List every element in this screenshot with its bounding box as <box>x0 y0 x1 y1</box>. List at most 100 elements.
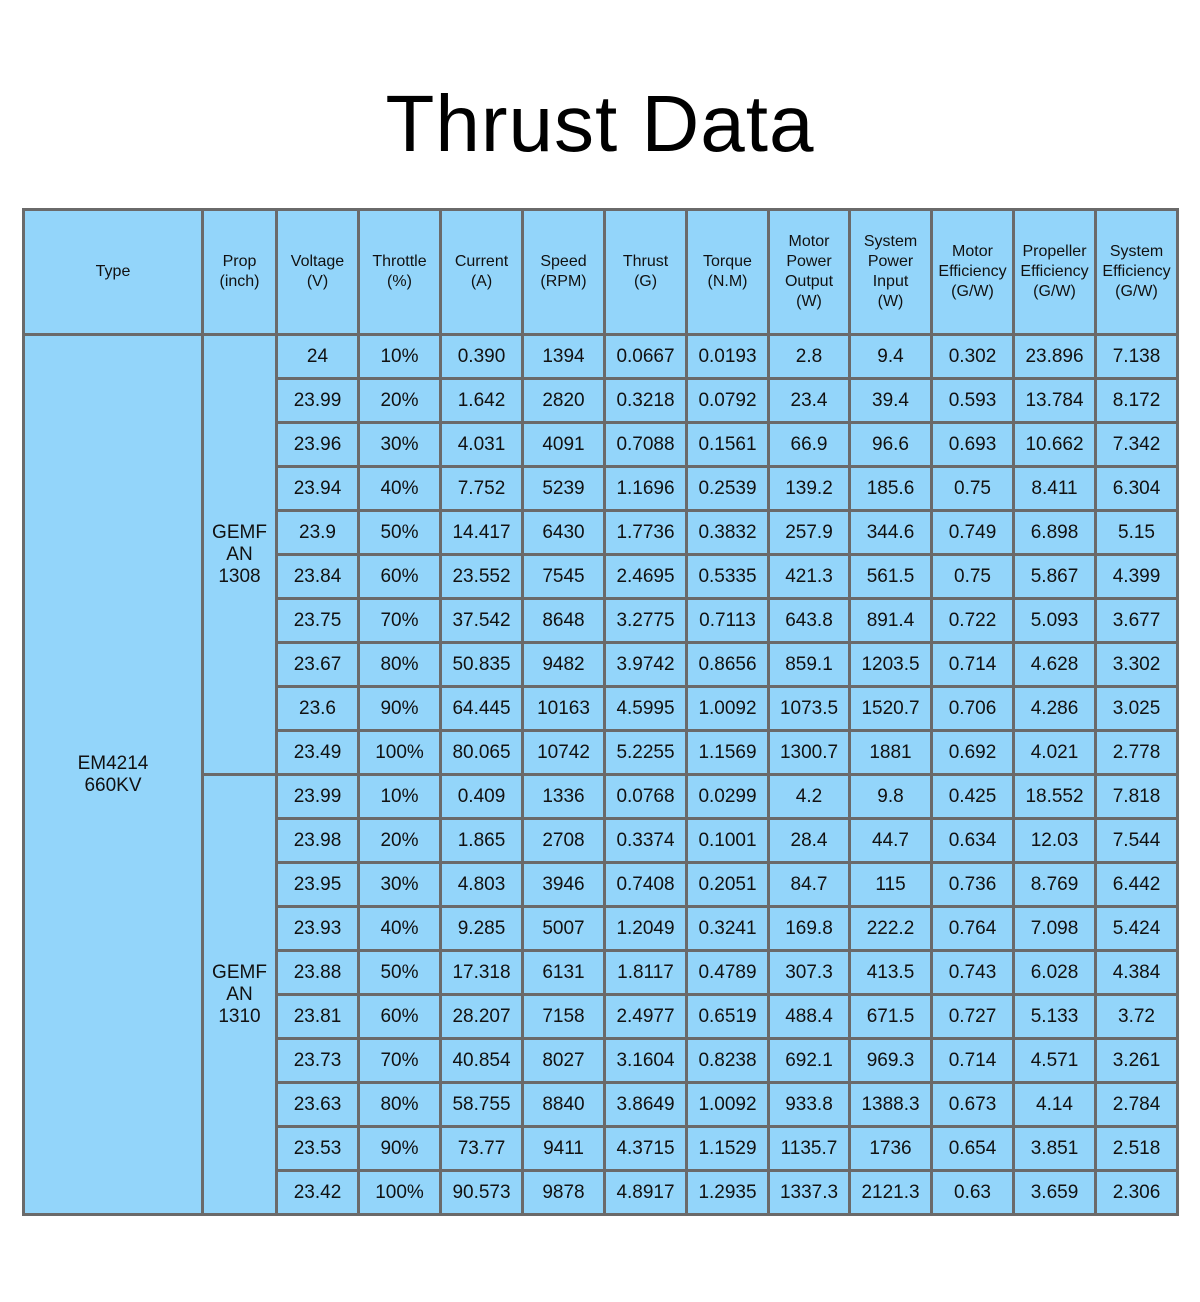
data-cell: 2121.3 <box>848 1169 933 1216</box>
data-cell: 0.634 <box>930 817 1015 864</box>
data-cell: 96.6 <box>848 421 933 468</box>
data-cell: 6.898 <box>1012 509 1097 556</box>
data-cell: 0.75 <box>930 553 1015 600</box>
data-cell: 12.03 <box>1012 817 1097 864</box>
data-cell: 1.0092 <box>685 1081 770 1128</box>
text-line: Output <box>784 273 834 290</box>
column-header: System Efficiency (G/W) <box>1094 208 1179 336</box>
data-cell: 2.518 <box>1094 1125 1179 1172</box>
data-cell: 40% <box>357 465 442 512</box>
data-cell: 23.99 <box>275 773 360 820</box>
prop-cell: GEMF AN 1308 <box>201 333 278 776</box>
data-cell: 10742 <box>521 729 606 776</box>
data-cell: 23.99 <box>275 377 360 424</box>
data-cell: 30% <box>357 861 442 908</box>
data-cell: 6.442 <box>1094 861 1179 908</box>
data-cell: 4091 <box>521 421 606 468</box>
data-cell: 7.098 <box>1012 905 1097 952</box>
data-cell: 0.693 <box>930 421 1015 468</box>
data-cell: 70% <box>357 597 442 644</box>
data-cell: 488.4 <box>767 993 851 1040</box>
text-line: System <box>863 233 918 250</box>
data-cell: 1.7736 <box>603 509 688 556</box>
data-cell: 23.73 <box>275 1037 360 1084</box>
text-line: (G) <box>633 273 658 290</box>
text-line: Motor <box>952 243 993 260</box>
data-cell: 0.7408 <box>603 861 688 908</box>
data-cell: 5239 <box>521 465 606 512</box>
data-cell: 23.84 <box>275 553 360 600</box>
data-cell: 7.752 <box>439 465 524 512</box>
text-line: Efficiency <box>1020 263 1089 280</box>
column-header: Torque (N.M) <box>685 208 770 336</box>
table-row: 23.63 80% 58.755 8840 3.8649 1.0092 933.8 1388.… <box>24 1081 1179 1128</box>
data-cell: 7.818 <box>1094 773 1179 820</box>
table-row: 23.67 80% 50.835 9482 3.9742 0.8656 859.1 1203.… <box>24 641 1179 688</box>
data-cell: 23.63 <box>275 1081 360 1128</box>
text-line: Voltage <box>290 253 345 270</box>
data-cell: 7.342 <box>1094 421 1179 468</box>
data-cell: 1.8117 <box>603 949 688 996</box>
data-cell: 0.3374 <box>603 817 688 864</box>
data-cell: 0.3832 <box>685 509 770 556</box>
data-cell: 8027 <box>521 1037 606 1084</box>
data-cell: 0.0792 <box>685 377 770 424</box>
data-cell: 0.743 <box>930 949 1015 996</box>
text-line: (W) <box>877 293 904 310</box>
data-cell: 4.031 <box>439 421 524 468</box>
data-cell: 6430 <box>521 509 606 556</box>
data-cell: 4.2 <box>767 773 851 820</box>
column-header: Motor Power Output (W) <box>767 208 851 336</box>
data-cell: 139.2 <box>767 465 851 512</box>
data-cell: 10% <box>357 333 442 380</box>
text-line: (G/W) <box>1115 283 1158 300</box>
data-cell: 0.673 <box>930 1081 1015 1128</box>
data-cell: 10163 <box>521 685 606 732</box>
data-cell: 7.138 <box>1094 333 1179 380</box>
table-row: 23.94 40% 7.752 5239 1.1696 0.2539 139.2 185.6 0… <box>24 465 1179 512</box>
data-cell: 3.1604 <box>603 1037 688 1084</box>
data-cell: 5.133 <box>1012 993 1097 1040</box>
data-cell: 1.1569 <box>685 729 770 776</box>
data-cell: 1388.3 <box>848 1081 933 1128</box>
data-cell: 64.445 <box>439 685 524 732</box>
data-cell: 100% <box>357 1169 442 1216</box>
data-cell: 2.4695 <box>603 553 688 600</box>
thrust-data-table: Type Prop (inch) Voltage (V) Throttle (%) Curre… <box>22 208 1179 1216</box>
data-cell: 17.318 <box>439 949 524 996</box>
data-cell: 1300.7 <box>767 729 851 776</box>
table-row: 23.98 20% 1.865 2708 0.3374 0.1001 28.4 44.7 0.6… <box>24 817 1179 864</box>
data-cell: 0.0193 <box>685 333 770 380</box>
data-cell: 692.1 <box>767 1037 851 1084</box>
table-row: 23.42 100% 90.573 9878 4.8917 1.2935 1337.3 212… <box>24 1169 1179 1216</box>
data-cell: 5.093 <box>1012 597 1097 644</box>
data-cell: 0.390 <box>439 333 524 380</box>
data-cell: 24 <box>275 333 360 380</box>
text-line: (N.M) <box>707 273 748 290</box>
data-cell: 58.755 <box>439 1081 524 1128</box>
data-cell: 1.0092 <box>685 685 770 732</box>
text-line: EM4214 <box>77 752 149 774</box>
data-cell: 6.028 <box>1012 949 1097 996</box>
column-header: Prop (inch) <box>201 208 278 336</box>
data-cell: 1073.5 <box>767 685 851 732</box>
type-cell: EM4214 660KV <box>22 333 204 1216</box>
table-row: 23.6 90% 64.445 10163 4.5995 1.0092 1073.5 1520… <box>24 685 1179 732</box>
column-header: Propeller Efficiency (G/W) <box>1012 208 1097 336</box>
data-cell: 9411 <box>521 1125 606 1172</box>
data-cell: 40.854 <box>439 1037 524 1084</box>
data-cell: 3.851 <box>1012 1125 1097 1172</box>
data-cell: 0.764 <box>930 905 1015 952</box>
data-cell: 50% <box>357 509 442 556</box>
data-cell: 3.2775 <box>603 597 688 644</box>
text-line: 1310 <box>218 1005 261 1027</box>
data-cell: 80% <box>357 641 442 688</box>
data-cell: 90% <box>357 1125 442 1172</box>
data-cell: 8.769 <box>1012 861 1097 908</box>
text-line: GEMF <box>212 961 267 983</box>
data-cell: 5.867 <box>1012 553 1097 600</box>
data-cell: 23.9 <box>275 509 360 556</box>
data-cell: 1.865 <box>439 817 524 864</box>
data-cell: 23.75 <box>275 597 360 644</box>
data-cell: 80% <box>357 1081 442 1128</box>
